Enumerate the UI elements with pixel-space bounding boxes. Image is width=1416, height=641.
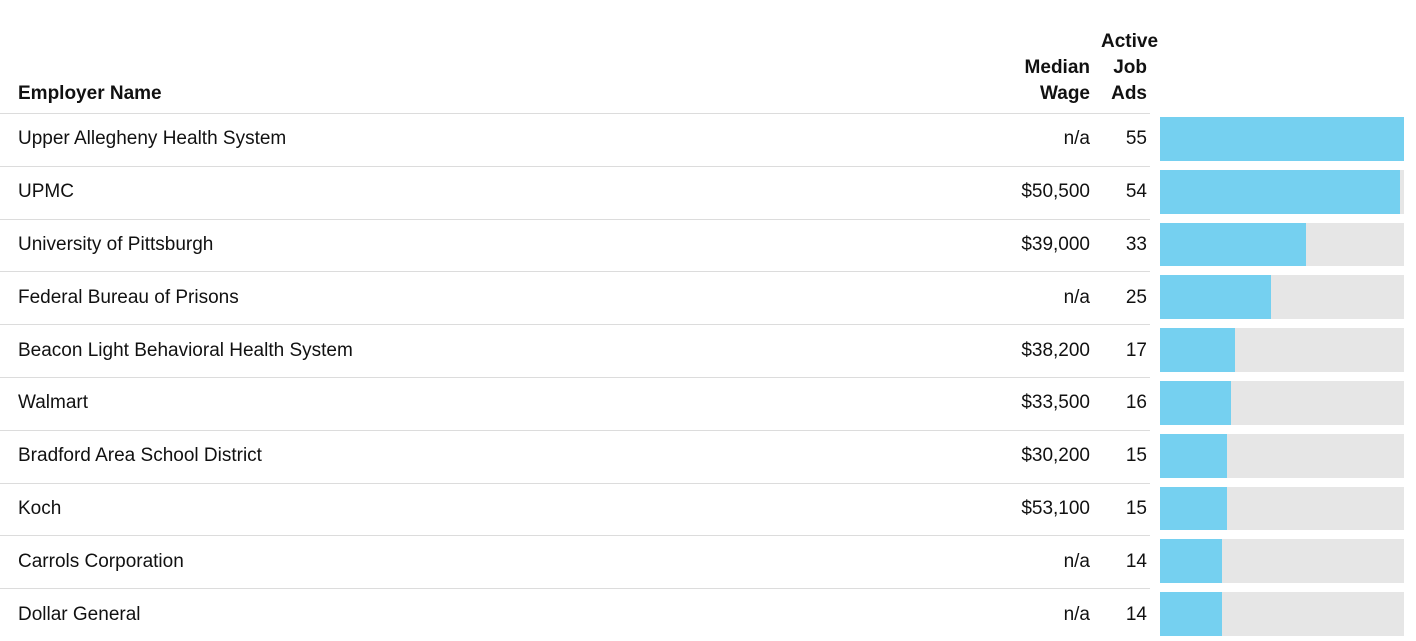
- median-wage: $38,200: [1021, 339, 1090, 361]
- employer-name: Dollar General: [18, 603, 141, 625]
- median-wage: $33,500: [1021, 392, 1090, 414]
- job-ads: 16: [1125, 392, 1147, 414]
- job-ads: 25: [1125, 286, 1147, 308]
- bar: [1160, 486, 1227, 531]
- employer-name: Bradford Area School District: [18, 445, 262, 467]
- bar: [1160, 328, 1236, 372]
- bar: [1160, 275, 1271, 320]
- header-rule: [0, 113, 1150, 114]
- median-wage: $50,500: [1021, 181, 1090, 203]
- job-ads: 55: [1125, 128, 1147, 150]
- bar: [1160, 433, 1227, 478]
- median-wage: n/a: [1063, 128, 1090, 150]
- row-rule: [0, 324, 1150, 326]
- job-ads: 54: [1125, 181, 1147, 203]
- median-wage: n/a: [1063, 286, 1090, 308]
- job-ads: 14: [1125, 603, 1147, 625]
- row-rule: [0, 377, 1150, 378]
- employer-name: Koch: [18, 498, 62, 519]
- bar: [1160, 381, 1231, 425]
- row-rule: [0, 271, 1150, 273]
- median-wage: n/a: [1063, 550, 1090, 572]
- row-rule: [0, 588, 1150, 590]
- employer-name: Beacon Light Behavioral Health System: [18, 339, 353, 361]
- bar: [1160, 169, 1400, 214]
- employer-name: Carrols Corporation: [18, 550, 184, 572]
- bar: [1160, 222, 1307, 267]
- bar: [1160, 117, 1404, 161]
- bar: [1160, 592, 1223, 636]
- job-ads: 15: [1125, 445, 1147, 467]
- row-rule: [0, 165, 1150, 167]
- bar: [1160, 539, 1223, 584]
- median-wage: n/a: [1063, 603, 1090, 625]
- job-ads: 15: [1125, 498, 1147, 519]
- median-wage: $39,000: [1021, 234, 1090, 255]
- employer-name: UPMC: [18, 181, 74, 203]
- median-wage: $30,200: [1021, 445, 1090, 467]
- employer-name: Upper Allegheny Health System: [18, 128, 287, 150]
- header-wage: Median Wage: [1024, 57, 1090, 104]
- median-wage: $53,100: [1021, 498, 1090, 519]
- header-employer: Employer Name: [18, 83, 162, 104]
- job-ads: 14: [1125, 550, 1147, 572]
- row-rule: [0, 482, 1150, 484]
- job-ads: 33: [1125, 234, 1147, 255]
- job-ads: 17: [1125, 339, 1147, 361]
- employer-name: Walmart: [18, 392, 89, 414]
- row-rule: [0, 535, 1150, 537]
- header-ads: Active Job Ads: [1101, 31, 1159, 104]
- employer-name: Federal Bureau of Prisons: [18, 286, 239, 308]
- employer-name: University of Pittsburgh: [18, 234, 214, 255]
- row-rule: [0, 429, 1150, 431]
- row-rule: [0, 218, 1150, 220]
